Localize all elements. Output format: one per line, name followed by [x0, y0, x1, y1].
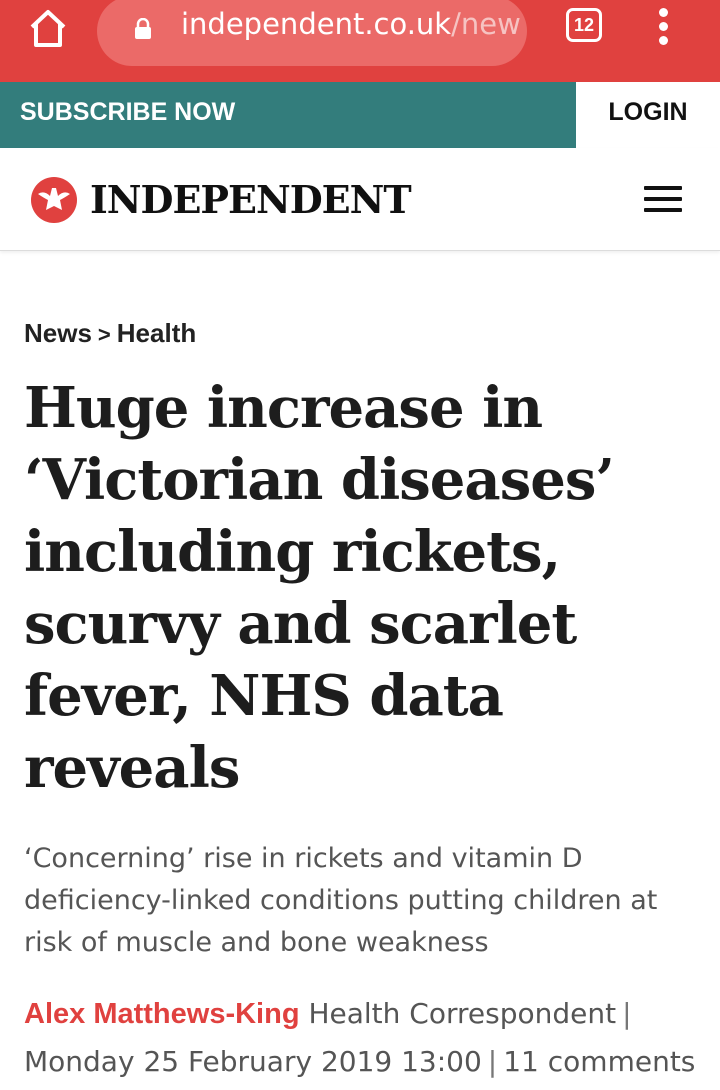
- article-date: Monday 25 February 2019 13:00: [24, 1045, 482, 1078]
- eagle-logo-icon[interactable]: [30, 176, 78, 224]
- author-role: Health Correspondent: [308, 997, 617, 1030]
- comments-link[interactable]: 11 comments: [503, 1045, 696, 1078]
- browser-toolbar: independent.co.uk/new 12: [0, 0, 720, 82]
- byline-divider: |: [622, 997, 632, 1030]
- breadcrumb: News > Health: [24, 318, 196, 349]
- site-header: INDEPENDENT: [0, 148, 720, 251]
- login-button[interactable]: LOGIN: [576, 82, 720, 148]
- article-standfirst: ‘Concerning’ rise in rickets and vitamin…: [24, 843, 658, 958]
- tabs-icon[interactable]: 12: [566, 8, 602, 42]
- author-link[interactable]: Alex Matthews-King: [24, 998, 300, 1030]
- address-bar[interactable]: independent.co.uk/new: [97, 0, 527, 66]
- subscribe-login-bar: SUBSCRIBE NOW LOGIN: [0, 82, 720, 148]
- url-text: independent.co.uk/new: [181, 6, 521, 42]
- breadcrumb-separator: >: [97, 322, 111, 347]
- site-logo[interactable]: INDEPENDENT: [90, 177, 412, 222]
- menu-icon[interactable]: [644, 186, 682, 212]
- article-byline: Alex Matthews-King Health Correspondent |…: [24, 990, 714, 1086]
- article-headline: Huge increase in ‘Victorian diseases’ in…: [24, 375, 615, 801]
- lock-icon: [133, 17, 153, 39]
- url-domain: independent.co.uk: [181, 7, 452, 41]
- byline-divider: |: [487, 1045, 498, 1078]
- breadcrumb-health[interactable]: Health: [116, 318, 197, 348]
- home-icon[interactable]: [24, 8, 72, 48]
- subscribe-button[interactable]: SUBSCRIBE NOW: [0, 82, 576, 148]
- breadcrumb-news[interactable]: News: [24, 318, 92, 348]
- more-vert-icon[interactable]: [650, 8, 676, 48]
- url-path: /new: [451, 7, 521, 41]
